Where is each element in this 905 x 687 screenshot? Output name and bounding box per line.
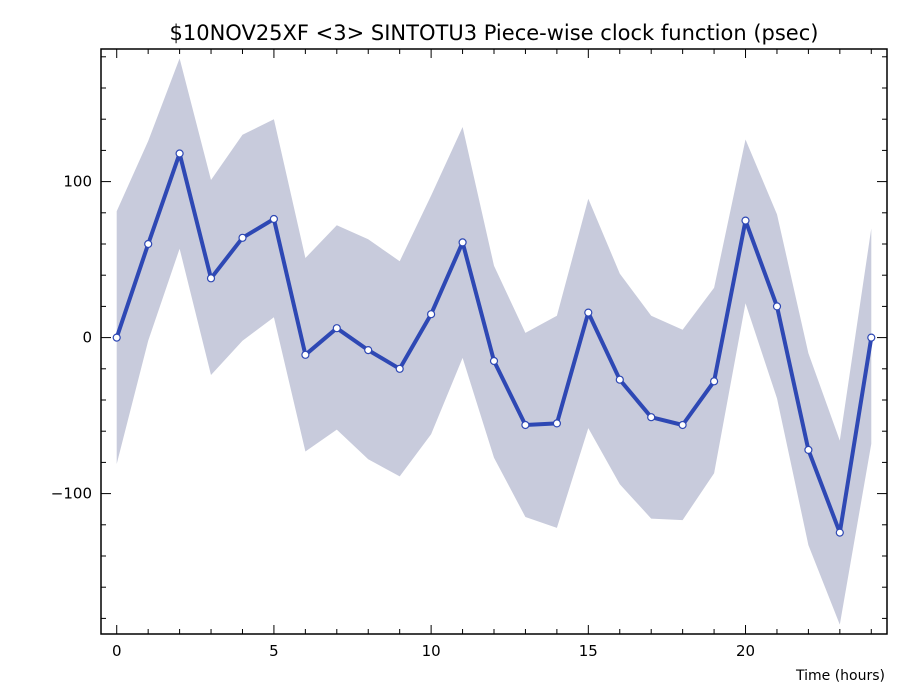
- data-point: [301, 350, 310, 359]
- uncertainty-band: [116, 58, 872, 625]
- data-point: [804, 445, 813, 454]
- data-point: [269, 214, 278, 224]
- data-point: [709, 377, 719, 386]
- data-point: [112, 333, 121, 342]
- data-point: [175, 149, 184, 158]
- x-tick-label: 20: [736, 642, 755, 660]
- data-point: [521, 420, 530, 430]
- data-point: [144, 239, 153, 249]
- data-point: [615, 375, 624, 384]
- data-point: [427, 310, 436, 319]
- x-tick-label: 10: [422, 642, 441, 660]
- data-point: [552, 419, 562, 428]
- data-point: [741, 216, 750, 225]
- x-tick-label: 5: [269, 642, 279, 660]
- x-axis-label: Time (hours): [795, 668, 885, 684]
- chart-title: $10NOV25XF <3> SINTOTU3 Piece-wise clock…: [170, 21, 819, 45]
- x-tick-label: 0: [112, 642, 122, 660]
- uncertainty-band-layer: [116, 58, 872, 625]
- data-point: [332, 324, 341, 333]
- data-point: [835, 528, 844, 537]
- data-point: [364, 346, 373, 355]
- y-tick-label: 100: [63, 173, 92, 191]
- data-point: [206, 274, 216, 283]
- data-point: [238, 233, 247, 242]
- y-tick-label: −100: [51, 485, 92, 503]
- data-point: [867, 333, 876, 342]
- data-points-layer: [112, 149, 876, 537]
- data-point: [458, 238, 467, 247]
- data-point: [489, 356, 499, 366]
- data-point: [647, 413, 656, 422]
- tick-labels: 0 5 10 15 20 −100 0 100: [51, 173, 755, 660]
- axis-ticks: [101, 49, 887, 634]
- data-point: [395, 364, 404, 373]
- y-tick-label: 0: [82, 329, 92, 347]
- x-tick-label: 15: [579, 642, 598, 660]
- data-point: [584, 308, 593, 317]
- data-point: [678, 420, 687, 430]
- data-point: [772, 302, 782, 311]
